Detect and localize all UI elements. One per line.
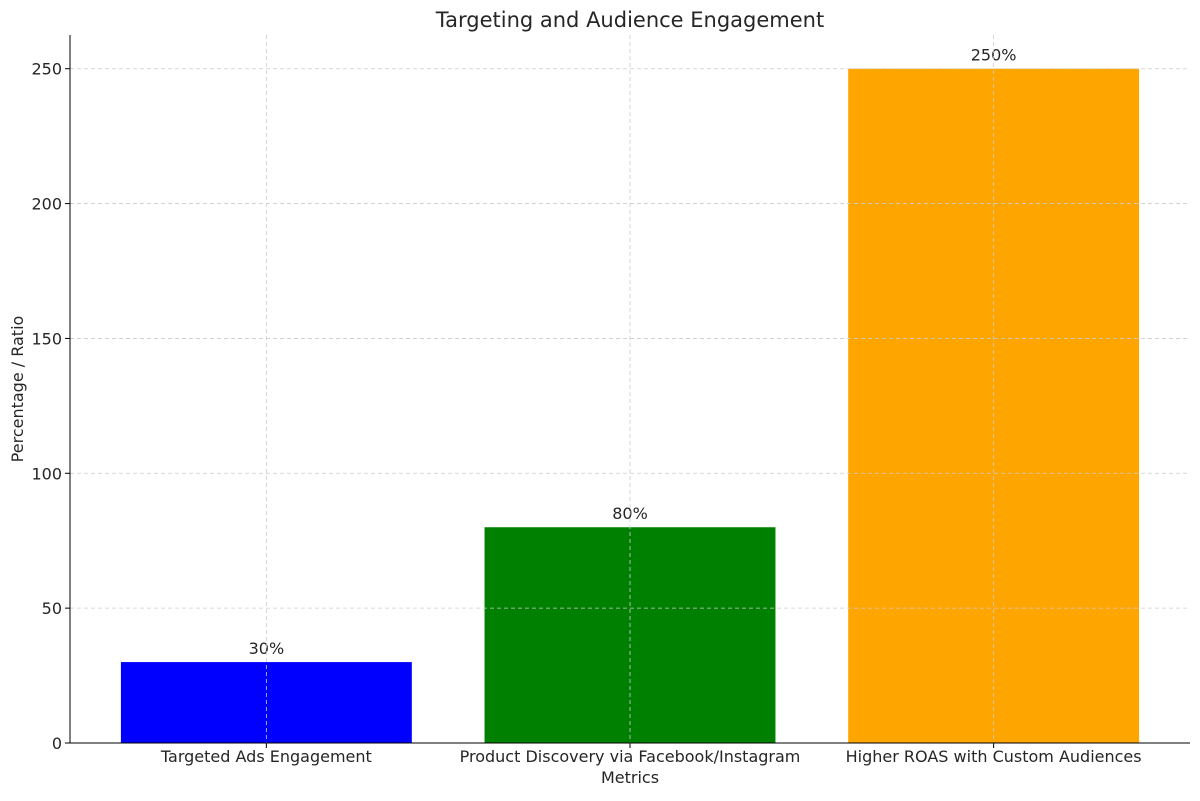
y-tick-label: 0 bbox=[52, 734, 62, 753]
x-axis-label: Metrics bbox=[601, 768, 659, 787]
data-label: 250% bbox=[971, 46, 1017, 65]
y-tick-label: 150 bbox=[31, 329, 62, 348]
chart-title: Targeting and Audience Engagement bbox=[435, 8, 824, 32]
y-tick-label: 100 bbox=[31, 464, 62, 483]
data-label: 30% bbox=[249, 639, 285, 658]
y-axis-label: Percentage / Ratio bbox=[8, 316, 27, 463]
x-tick-label: Targeted Ads Engagement bbox=[160, 747, 372, 766]
x-tick-label: Higher ROAS with Custom Audiences bbox=[846, 747, 1142, 766]
y-tick-label: 50 bbox=[42, 599, 62, 618]
y-tick-label: 250 bbox=[31, 60, 62, 79]
y-tick-label: 200 bbox=[31, 195, 62, 214]
x-tick-label: Product Discovery via Facebook/Instagram bbox=[460, 747, 801, 766]
